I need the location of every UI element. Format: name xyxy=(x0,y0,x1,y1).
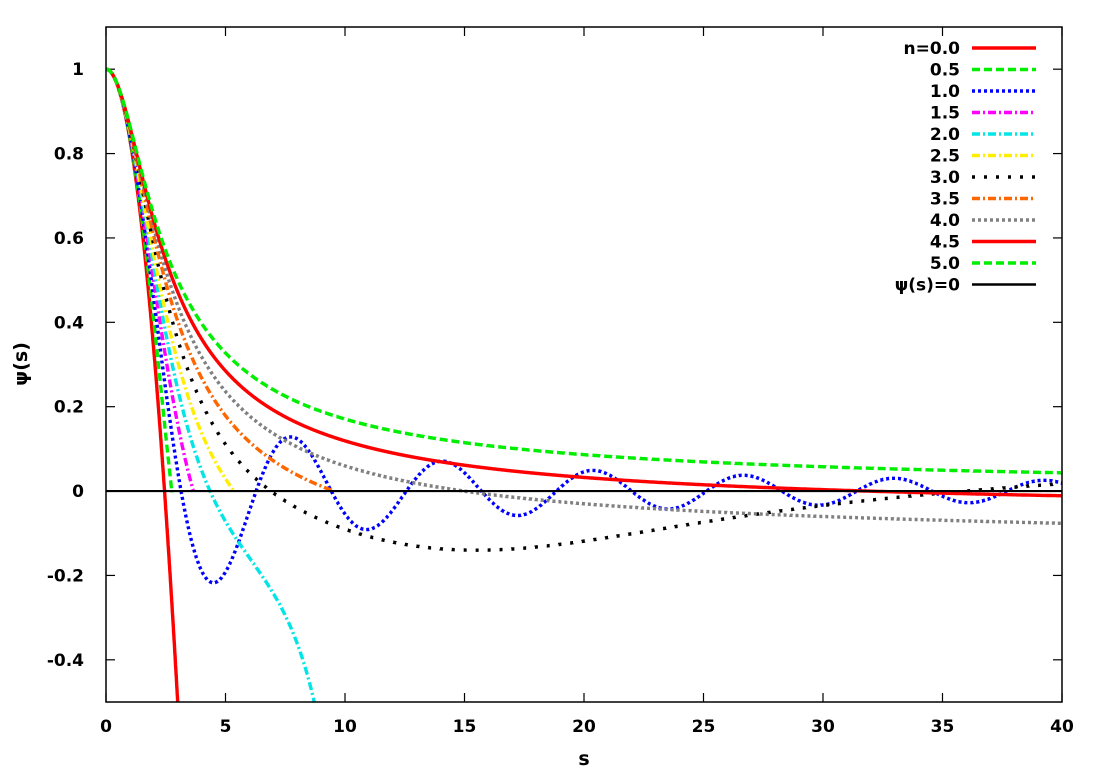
y-tick-label: 0.8 xyxy=(54,145,84,165)
x-tick-label: 40 xyxy=(1050,717,1074,737)
series-line-1-0 xyxy=(106,67,1062,585)
legend-label: 5.0 xyxy=(930,254,960,274)
series-lines xyxy=(106,67,1062,702)
plot-frame xyxy=(105,26,1063,703)
legend-label: 3.0 xyxy=(930,168,960,188)
legend-label: 2.5 xyxy=(930,147,960,167)
legend-label: n=0.0 xyxy=(904,39,961,59)
legend-label: 1.5 xyxy=(930,104,960,124)
y-tick-label: 0.6 xyxy=(54,229,84,249)
x-tick-label: 20 xyxy=(572,717,596,737)
y-tick-label: 1 xyxy=(72,60,84,80)
series-line-2-5 xyxy=(106,67,236,493)
legend-label: 2.0 xyxy=(930,125,960,145)
x-tick-label: 15 xyxy=(453,717,477,737)
series-line-3-0 xyxy=(106,67,1062,552)
legend-label: 3.5 xyxy=(930,190,960,210)
legend-label: 4.0 xyxy=(930,211,960,231)
x-tick-label: 30 xyxy=(811,717,835,737)
x-tick-label: 5 xyxy=(220,717,232,737)
y-tick-label: 0 xyxy=(72,482,84,502)
x-tick-label: 10 xyxy=(333,717,357,737)
legend-label: ψ(s)=0 xyxy=(895,276,960,296)
x-tick-label: 0 xyxy=(100,717,112,737)
axis-ticks xyxy=(105,27,1063,702)
y-tick-label: -0.4 xyxy=(47,651,84,671)
series-line-4-0 xyxy=(106,67,1062,525)
legend: n=0.00.51.01.52.02.53.03.54.04.55.0ψ(s)=… xyxy=(895,39,1036,296)
legend-label: 4.5 xyxy=(930,233,960,253)
y-tick-label: 0.4 xyxy=(54,313,84,333)
y-tick-label: 0.2 xyxy=(54,398,84,418)
legend-label: 1.0 xyxy=(930,82,960,102)
series-line-1-5 xyxy=(106,67,196,493)
y-axis-label: ψ(s) xyxy=(10,342,32,386)
series-line-5-0 xyxy=(106,67,1062,475)
legend-label: 0.5 xyxy=(930,61,960,81)
x-tick-label: 35 xyxy=(931,717,955,737)
x-tick-label: 25 xyxy=(692,717,716,737)
x-axis-label: s xyxy=(578,748,589,770)
tick-labels: 0 5 10 15 20 25 30 35 40 -0.4 -0.2 0 0.2 0.4 0.6 0.8 1 xyxy=(47,60,1074,737)
y-tick-label: -0.2 xyxy=(47,566,84,586)
